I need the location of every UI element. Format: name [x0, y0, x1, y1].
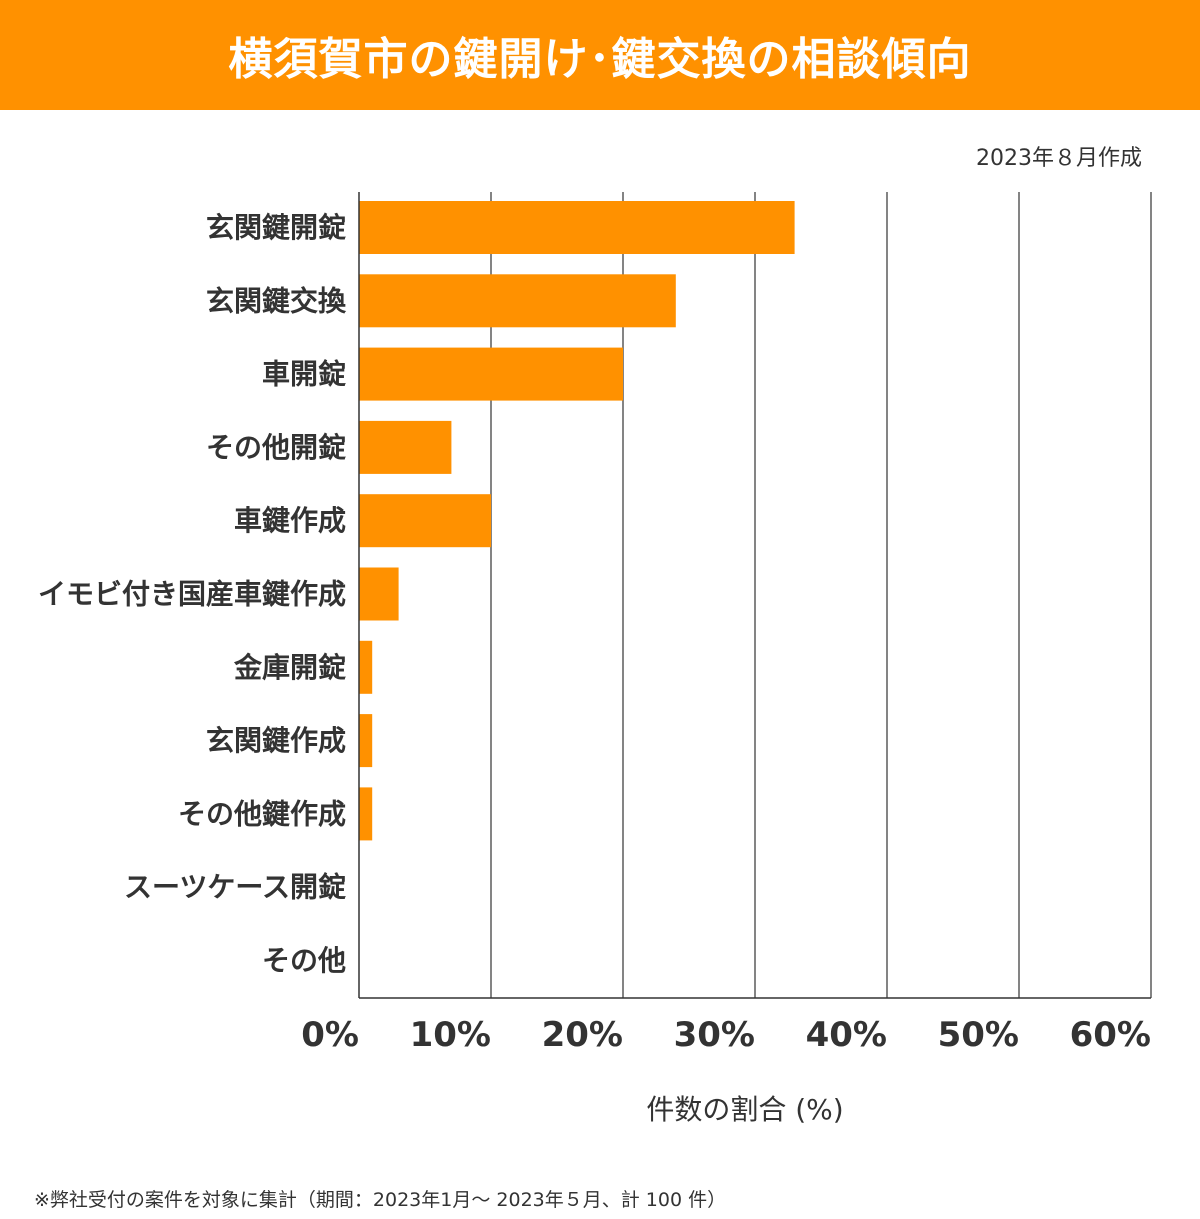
x-tick-label: 60%: [1070, 1015, 1151, 1055]
bar-4: [359, 420, 452, 474]
category-label: 金庫開錠: [233, 651, 346, 684]
x-tick-label: 50%: [938, 1015, 1019, 1055]
category-label: その他開錠: [206, 431, 346, 464]
x-tick-label: 40%: [806, 1015, 887, 1055]
chart-title: 横須賀市の鍵開け･鍵交換の相談傾向: [228, 34, 972, 85]
x-tick-label: 10%: [410, 1015, 491, 1055]
category-label: 玄関鍵交換: [206, 284, 347, 317]
footnote: ※弊社受付の案件を対象に集計（期間：2023年1月～ 2023年５月、計 100…: [34, 1189, 727, 1211]
bar-2: [359, 274, 676, 328]
bar-7: [359, 640, 373, 694]
category-label: イモビ付き国産車鍵作成: [38, 578, 346, 611]
bar-6: [359, 567, 399, 621]
category-label: 玄関鍵作成: [206, 724, 346, 757]
category-label: 車開錠: [262, 358, 346, 391]
category-label: 車鍵作成: [234, 504, 346, 537]
x-axis-title: 件数の割合 (%): [646, 1093, 844, 1126]
category-label: その他鍵作成: [178, 797, 346, 830]
bar-1: [359, 201, 795, 254]
x-tick-label: 0%: [301, 1015, 359, 1055]
x-tick-label: 20%: [542, 1015, 623, 1055]
category-label: その他: [262, 944, 346, 977]
category-label: スーツケース開錠: [124, 871, 346, 904]
title-banner: 横須賀市の鍵開け･鍵交換の相談傾向: [0, 0, 1200, 110]
x-tick-label: 30%: [674, 1015, 755, 1055]
bar-8: [359, 714, 373, 768]
bar-5: [359, 494, 491, 548]
bar-9: [359, 787, 373, 841]
bar-3: [359, 347, 623, 401]
created-date: 2023年８月作成: [976, 146, 1142, 171]
category-label: 玄関鍵開錠: [206, 211, 346, 244]
